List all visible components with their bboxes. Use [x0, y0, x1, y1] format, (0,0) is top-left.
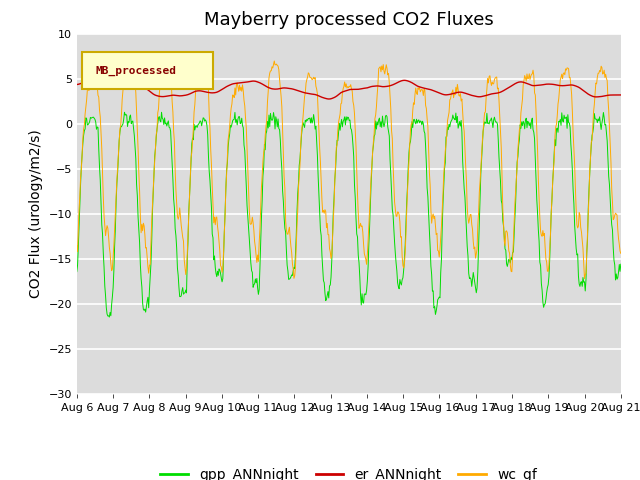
Y-axis label: CO2 Flux (urology/m2/s): CO2 Flux (urology/m2/s) [29, 129, 43, 298]
FancyBboxPatch shape [82, 51, 212, 89]
Text: MB_processed: MB_processed [96, 66, 177, 76]
Legend: gpp_ANNnight, er_ANNnight, wc_gf: gpp_ANNnight, er_ANNnight, wc_gf [155, 462, 543, 480]
Title: Mayberry processed CO2 Fluxes: Mayberry processed CO2 Fluxes [204, 11, 493, 29]
